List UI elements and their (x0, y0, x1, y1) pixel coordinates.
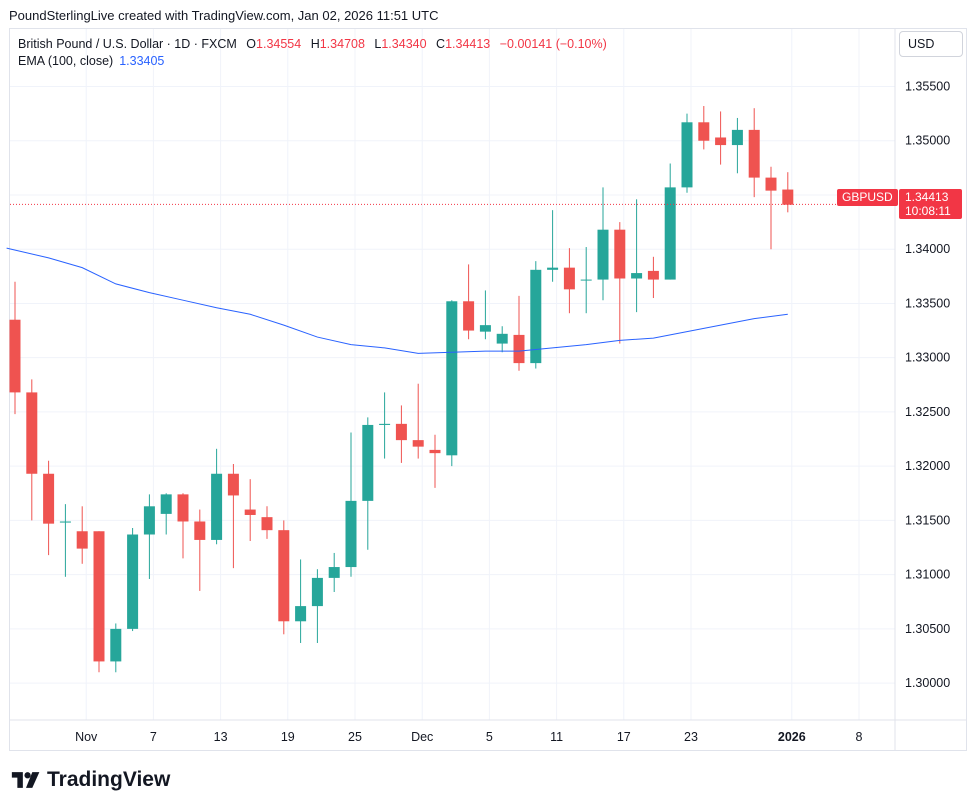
candle-body (782, 189, 794, 205)
candle-body (59, 521, 71, 523)
candle-body (446, 301, 458, 456)
close-label: C (436, 37, 446, 51)
last-price-tag: 1.34413 10:08:11 (899, 189, 962, 219)
candle-body (43, 473, 55, 524)
brand-name: TradingView (47, 768, 171, 791)
candle-body (160, 494, 172, 514)
high-label: H (310, 37, 320, 51)
chart-legend: British Pound / U.S. Dollar · 1D · FXCM … (18, 36, 607, 70)
x-tick-label: 13 (214, 730, 228, 744)
symbol-title: British Pound / U.S. Dollar · 1D · FXCM (18, 37, 237, 51)
last-price-value: 1.34413 (905, 190, 949, 204)
tradingview-logo[interactable]: TradingView (11, 768, 170, 792)
candle-body (278, 530, 290, 622)
x-tick-label: 11 (550, 730, 563, 744)
tradingview-logo-icon (11, 772, 40, 788)
y-tick-label: 1.32000 (905, 459, 950, 473)
candle-body (345, 500, 357, 568)
candle-body (631, 273, 643, 279)
ema-value: 1.33405 (119, 54, 165, 68)
candle-body (177, 494, 189, 522)
candle-body (547, 267, 559, 270)
candle-body (715, 137, 727, 146)
y-tick-label: 1.35000 (905, 134, 950, 148)
candle-body (563, 267, 575, 290)
candle-body (681, 122, 693, 188)
low-value: 1.34340 (381, 37, 427, 51)
candle-body (244, 509, 256, 515)
candle-body (580, 279, 592, 281)
high-value: 1.34708 (319, 37, 365, 51)
y-tick-label: 1.33500 (905, 296, 950, 310)
candle-body (261, 517, 273, 531)
chart-caption: PoundSterlingLive created with TradingVi… (9, 8, 439, 23)
candle-body (479, 325, 491, 332)
candle-body (93, 531, 105, 662)
ema-legend-row: EMA (100, close) 1.33405 (18, 53, 607, 70)
y-tick-label: 1.34000 (905, 242, 950, 256)
y-tick-label: 1.31500 (905, 513, 950, 527)
open-label: O (246, 37, 257, 51)
candle-body (647, 270, 659, 280)
candle-body (496, 333, 508, 344)
change-value: −0.00141 (−0.10%) (499, 37, 607, 51)
x-tick-label: 7 (150, 730, 157, 744)
symbol-price-tag: GBPUSD (837, 189, 898, 206)
candle-body (412, 440, 424, 447)
candle-body (295, 606, 307, 622)
candle-body (530, 269, 542, 364)
y-tick-label: 1.32500 (905, 405, 950, 419)
y-tick-label: 1.30000 (905, 676, 950, 690)
candle-body (664, 187, 676, 280)
candle-body (211, 473, 223, 540)
candle-body (9, 319, 21, 393)
candle-body (328, 567, 340, 578)
x-tick-label: 5 (486, 730, 493, 744)
ema-line (6, 247, 788, 354)
candle-body (731, 129, 743, 146)
x-tick-label: 19 (281, 730, 295, 744)
candle-body (748, 129, 760, 178)
candle-body (362, 424, 374, 501)
candle-body (395, 423, 407, 441)
candle-body (311, 577, 323, 607)
candle-body (76, 531, 88, 549)
bar-countdown: 10:08:11 (905, 204, 951, 218)
x-tick-label: 23 (684, 730, 698, 744)
candle-body (379, 423, 391, 425)
candle-body (513, 334, 525, 364)
candle-body (127, 534, 139, 629)
candle-body (26, 392, 38, 474)
candle-body (110, 628, 122, 662)
candle-body (429, 449, 441, 454)
y-tick-label: 1.35500 (905, 79, 950, 93)
x-tick-label: Dec (411, 730, 433, 744)
low-label: L (374, 37, 382, 51)
ema-label: EMA (100, close) (18, 54, 114, 68)
candle-body (698, 122, 710, 141)
open-value: 1.34554 (256, 37, 302, 51)
candle-body (463, 301, 475, 331)
y-tick-label: 1.30500 (905, 622, 950, 636)
close-value: 1.34413 (445, 37, 491, 51)
y-tick-label: 1.31000 (905, 568, 950, 582)
candle-body (227, 473, 239, 496)
x-tick-label: 17 (617, 730, 631, 744)
candle-body (143, 506, 155, 535)
candle-body (194, 521, 206, 540)
x-tick-label: Nov (75, 730, 98, 744)
candle-body (597, 229, 609, 280)
candle-body (614, 229, 626, 279)
ohlc-legend-row: British Pound / U.S. Dollar · 1D · FXCM … (18, 36, 607, 53)
x-tick-label: 25 (348, 730, 362, 744)
x-tick-label: 2026 (778, 730, 806, 744)
x-tick-label: 8 (856, 730, 863, 744)
currency-selector[interactable]: USD (899, 31, 963, 57)
candle-body (765, 177, 777, 191)
y-tick-label: 1.33000 (905, 351, 950, 365)
